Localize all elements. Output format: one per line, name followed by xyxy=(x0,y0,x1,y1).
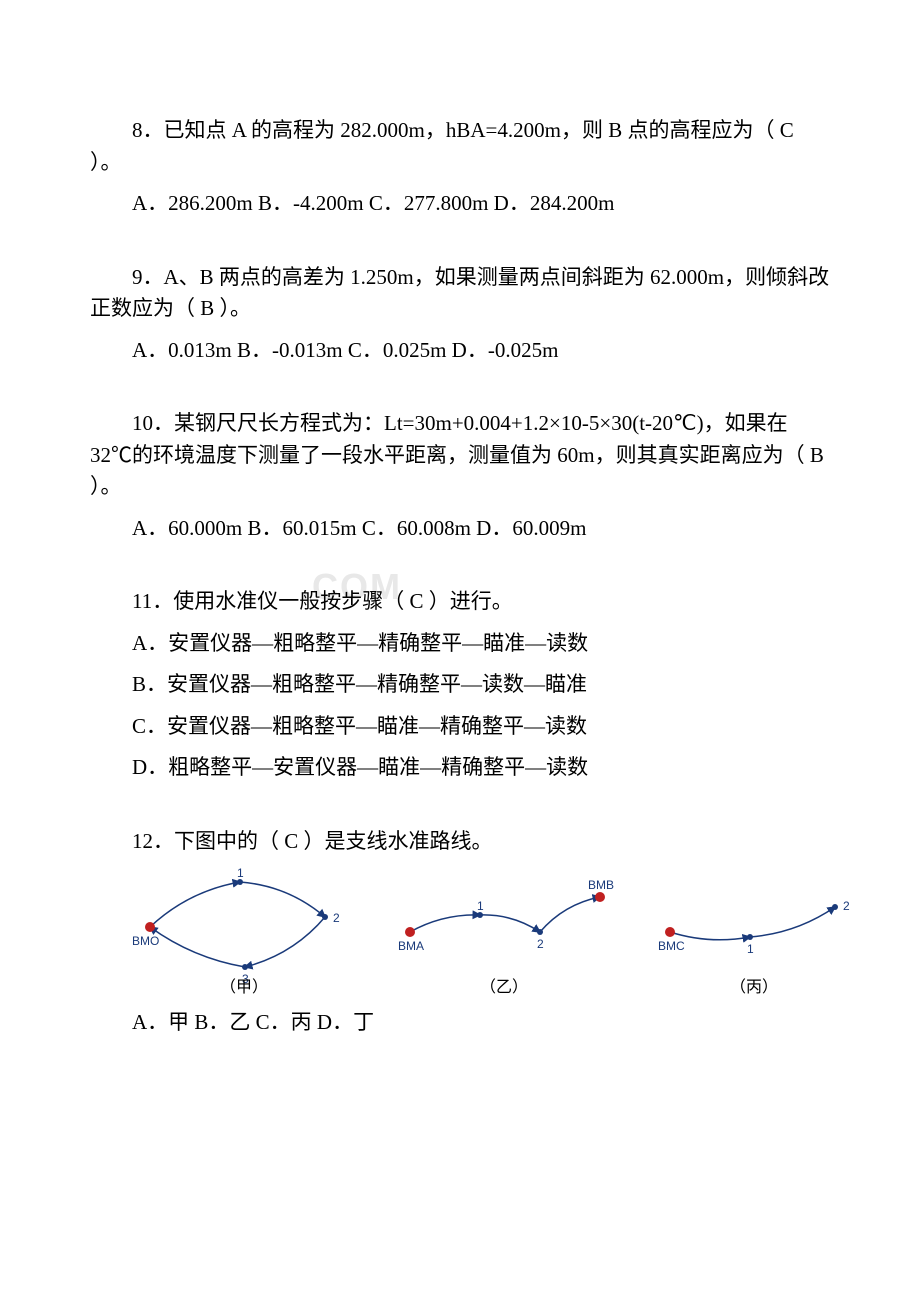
q9-stem: 9．A、B 两点的高差为 1.250m，如果测量两点间斜距为 62.000m，则… xyxy=(90,262,830,325)
q10-options: A．60.000m B．60.015m C．60.008m D．60.009m xyxy=(90,513,830,545)
svg-text:BMA: BMA xyxy=(398,939,424,953)
q12-stem: 12．下图中的（ C ）是支线水准路线。 xyxy=(90,826,830,858)
svg-text:2: 2 xyxy=(843,899,850,913)
q11-option-b: B．安置仪器—粗略整平—精确整平—读数—瞄准 xyxy=(90,669,830,701)
svg-text:（丙）: （丙） xyxy=(730,978,778,996)
leveling-routes-svg: BMO123（甲）BMA12BMB（乙）BMC12（丙） xyxy=(130,867,850,997)
question-11: 11．使用水准仪一般按步骤（ C ）进行。 A．安置仪器—粗略整平—精确整平—瞄… xyxy=(90,586,830,784)
svg-text:（乙）: （乙） xyxy=(480,978,528,996)
q8-stem: 8．已知点 A 的高程为 282.000m，hBA=4.200m，则 B 点的高… xyxy=(90,115,830,178)
question-12: 12．下图中的（ C ）是支线水准路线。 BMO123（甲）BMA12BMB（乙… xyxy=(90,826,830,1039)
question-9: 9．A、B 两点的高差为 1.250m，如果测量两点间斜距为 62.000m，则… xyxy=(90,262,830,367)
q8-options: A．286.200m B．-4.200m C．277.800m D．284.20… xyxy=(90,188,830,220)
svg-text:2: 2 xyxy=(333,911,340,925)
question-8: 8．已知点 A 的高程为 282.000m，hBA=4.200m，则 B 点的高… xyxy=(90,115,830,220)
q11-option-a: A．安置仪器—粗略整平—精确整平—瞄准—读数 xyxy=(90,628,830,660)
q11-stem: 11．使用水准仪一般按步骤（ C ）进行。 xyxy=(90,586,830,618)
svg-text:1: 1 xyxy=(237,867,244,880)
svg-text:BMB: BMB xyxy=(588,878,614,892)
question-10: 10．某钢尺尺长方程式为：Lt=30m+0.004+1.2×10-5×30(t-… xyxy=(90,408,830,544)
svg-text:1: 1 xyxy=(747,942,754,956)
svg-text:BMC: BMC xyxy=(658,939,685,953)
q10-stem: 10．某钢尺尺长方程式为：Lt=30m+0.004+1.2×10-5×30(t-… xyxy=(90,408,830,503)
q12-options: A．甲 B．乙 C．丙 D．丁 xyxy=(90,1007,830,1039)
svg-text:BMO: BMO xyxy=(132,934,159,948)
q12-diagram: BMO123（甲）BMA12BMB（乙）BMC12（丙） xyxy=(130,867,850,997)
q11-option-d: D．粗略整平—安置仪器—瞄准—精确整平—读数 xyxy=(90,752,830,784)
q9-options: A．0.013m B．-0.013m C．0.025m D．-0.025m xyxy=(90,335,830,367)
svg-text:1: 1 xyxy=(477,899,484,913)
document-content: 8．已知点 A 的高程为 282.000m，hBA=4.200m，则 B 点的高… xyxy=(90,115,830,1039)
svg-text:（甲）: （甲） xyxy=(220,978,268,996)
q11-option-c: C．安置仪器—粗略整平—瞄准—精确整平—读数 xyxy=(90,711,830,743)
svg-text:2: 2 xyxy=(537,937,544,951)
